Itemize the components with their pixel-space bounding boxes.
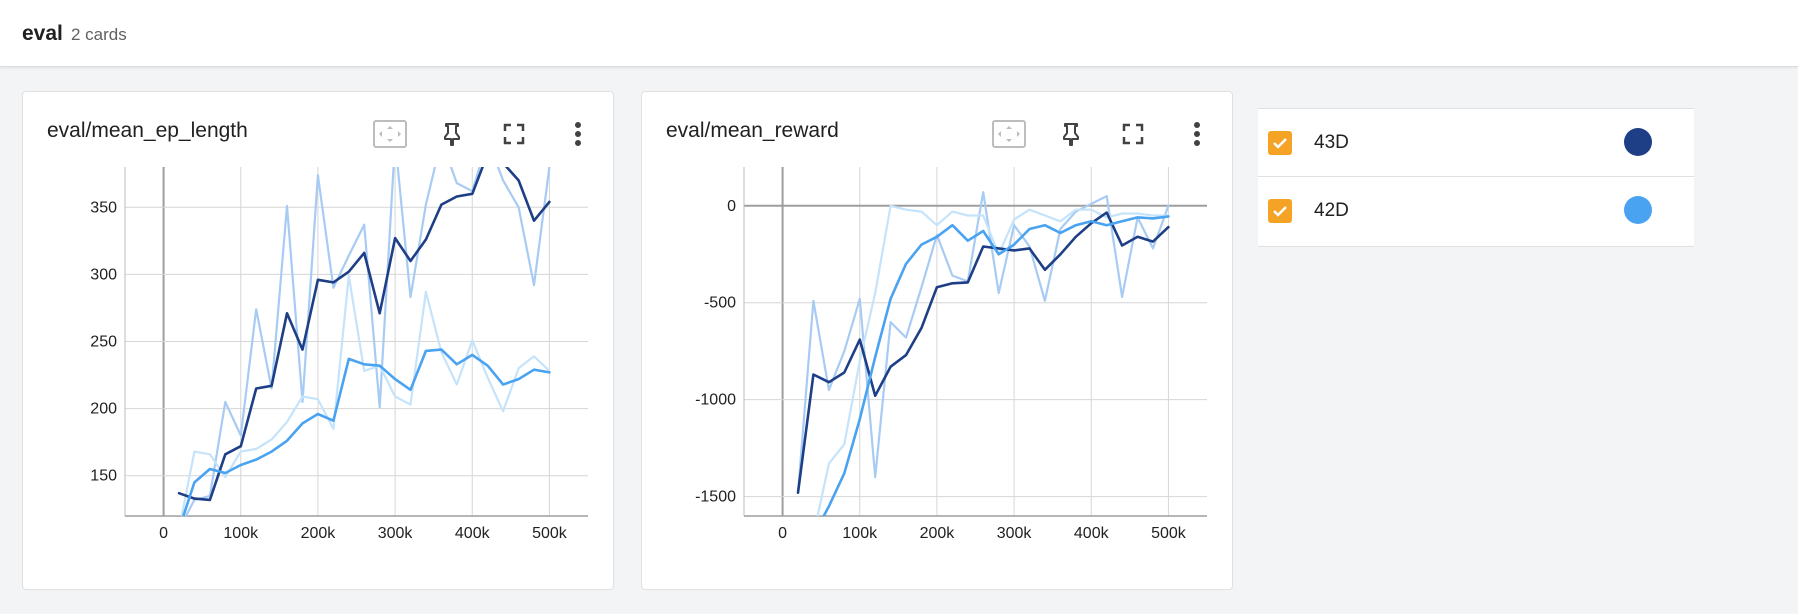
- series-line-42d-smoothed[interactable]: [798, 215, 1170, 535]
- y-tick-label: 350: [90, 199, 117, 216]
- pin-icon: [444, 123, 460, 146]
- fullscreen-icon: [1122, 123, 1144, 145]
- x-tick-label: 200k: [301, 525, 337, 542]
- more-options-button[interactable]: [557, 112, 599, 156]
- grid: [125, 167, 588, 516]
- x-tick-label: 100k: [223, 525, 259, 542]
- run-checkbox[interactable]: [1268, 199, 1292, 223]
- x-tick-label: 200k: [920, 525, 956, 542]
- more-options-button[interactable]: [1176, 112, 1218, 156]
- x-tick-label: 500k: [1151, 525, 1187, 542]
- x-tick-label: 400k: [455, 525, 491, 542]
- x-tick-label: 400k: [1074, 525, 1110, 542]
- fit-domain-icon: [373, 120, 407, 148]
- y-tick-label: 200: [90, 401, 117, 418]
- group-name: eval: [22, 22, 63, 45]
- fullscreen-icon: [503, 123, 525, 145]
- fullscreen-button[interactable]: [493, 112, 535, 156]
- y-tick-label: 0: [727, 198, 736, 215]
- card-title: eval/mean_reward: [666, 119, 839, 142]
- card-toolbar: [23, 112, 613, 156]
- chart-mean-reward[interactable]: 0 100k 200k 300k 400k 500k -1500 -1000 -500 0: [642, 92, 1232, 589]
- checkmark-icon: [1273, 206, 1287, 217]
- y-tick-label: 150: [90, 468, 117, 485]
- pin-button[interactable]: [431, 112, 473, 156]
- series-line-42d-raw[interactable]: [179, 274, 551, 530]
- run-color-swatch[interactable]: [1624, 196, 1652, 224]
- grid: [744, 167, 1207, 516]
- y-tick-label: 250: [90, 334, 117, 351]
- series-line-42d-raw[interactable]: [798, 204, 1170, 536]
- group-header: eval 2 cards: [0, 0, 1798, 67]
- run-name: 42D: [1314, 200, 1349, 221]
- card-toolbar: [642, 112, 1232, 156]
- chart-card-mean-ep-length: 0 100k 200k 300k 400k 500k 150 200 250 300 350 eva…: [22, 91, 614, 590]
- fit-domain-button[interactable]: [988, 112, 1030, 156]
- run-row-43d[interactable]: 43D: [1258, 109, 1694, 175]
- pin-icon: [1063, 123, 1079, 146]
- x-tick-label: 500k: [532, 525, 568, 542]
- plot-area: [796, 191, 1170, 536]
- y-tick-label: -500: [704, 295, 736, 312]
- checkmark-icon: [1273, 138, 1287, 149]
- run-checkbox[interactable]: [1268, 131, 1292, 155]
- series-line-43d-raw[interactable]: [179, 140, 551, 529]
- series-line-43d-smoothed[interactable]: [796, 211, 1170, 495]
- x-tick-label: 0: [778, 525, 787, 542]
- chart-card-mean-reward: 0 100k 200k 300k 400k 500k -1500 -1000 -500 0 eva…: [641, 91, 1233, 590]
- more-vert-icon: [575, 122, 581, 146]
- pin-button[interactable]: [1050, 112, 1092, 156]
- chart-mean-ep-length[interactable]: 0 100k 200k 300k 400k 500k 150 200 250 300 350: [23, 92, 613, 589]
- run-legend: 43D 42D: [1258, 108, 1694, 247]
- x-tick-label: 300k: [997, 525, 1033, 542]
- fit-domain-icon: [992, 120, 1026, 148]
- plot-area: [177, 140, 551, 530]
- x-tick-label: 0: [159, 525, 168, 542]
- series-line-43d-raw[interactable]: [796, 191, 1170, 494]
- run-color-swatch[interactable]: [1624, 128, 1652, 156]
- fullscreen-button[interactable]: [1112, 112, 1154, 156]
- fit-domain-button[interactable]: [369, 112, 411, 156]
- card-title: eval/mean_ep_length: [47, 119, 248, 142]
- y-tick-label: 300: [90, 266, 117, 283]
- more-vert-icon: [1194, 122, 1200, 146]
- x-tick-label: 300k: [378, 525, 414, 542]
- card-count: 2 cards: [71, 25, 127, 44]
- run-row-42d[interactable]: 42D: [1258, 176, 1694, 243]
- y-tick-label: -1000: [695, 392, 736, 409]
- y-tick-label: -1500: [695, 489, 736, 506]
- x-tick-label: 100k: [842, 525, 878, 542]
- run-name: 43D: [1314, 132, 1349, 153]
- series-line-42d-smoothed[interactable]: [179, 348, 551, 530]
- series-line-43d-smoothed[interactable]: [177, 154, 551, 502]
